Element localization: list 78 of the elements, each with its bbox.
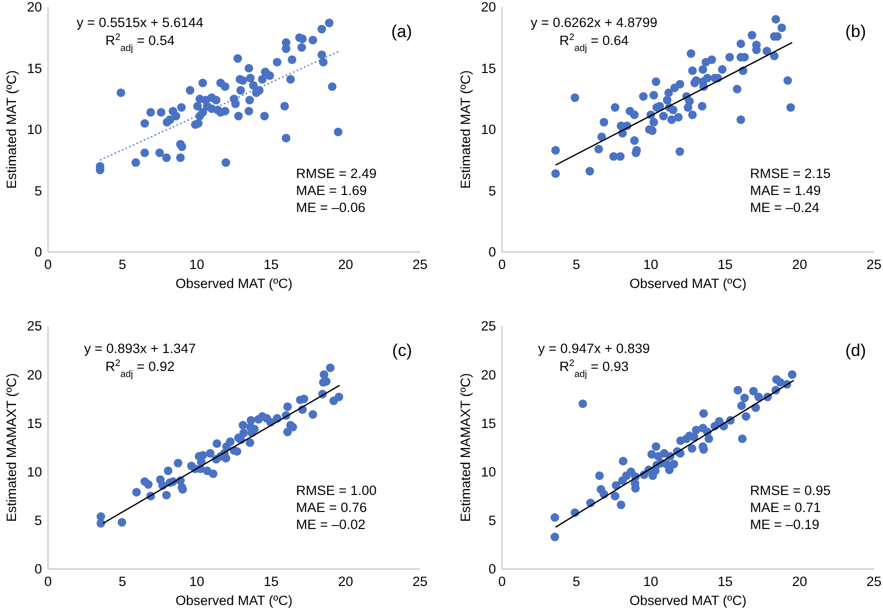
y-tick-label: 25: [480, 318, 496, 334]
annotation: R$^{2}$$_{adj}$ = 0.93: [559, 358, 629, 380]
annotation: ME = –0.06: [296, 200, 366, 215]
x-tick-label: 15: [718, 257, 733, 272]
x-tick-label: 20: [338, 257, 354, 272]
annotation: R$^{2}$$_{adj}$ = 0.54: [105, 32, 176, 54]
annotation: ME = –0.19: [750, 517, 820, 532]
y-axis-title: Estimated MAMAXT (ºC): [4, 373, 19, 522]
x-tick-label: 25: [866, 574, 882, 589]
x-tick-label: 20: [792, 257, 808, 272]
x-tick-label: 15: [718, 574, 733, 589]
annotation: R$^{2}$$_{adj}$ = 0.92: [105, 358, 175, 380]
annotation: MAE = 1.69: [296, 183, 367, 198]
annotation: (a): [391, 22, 412, 41]
x-tick-label: 25: [412, 574, 428, 589]
x-tick-label: 20: [338, 574, 354, 589]
x-axis-title: Observed MAT (ºC): [630, 593, 746, 608]
annotation: MAE = 0.76: [296, 500, 367, 515]
x-tick-label: 25: [412, 257, 428, 272]
x-axis-title: Observed MAT (ºC): [630, 276, 746, 291]
annotation: y = 0.5515x + 5.6144: [76, 15, 204, 30]
x-tick-label: 0: [498, 574, 506, 589]
y-tick-label: 10: [480, 122, 496, 138]
annotation: (b): [845, 22, 866, 41]
y-tick-label: 0: [488, 562, 496, 577]
y-tick-label: 0: [488, 244, 496, 260]
x-tick-label: 10: [643, 574, 658, 589]
y-tick-label: 20: [480, 0, 496, 15]
y-tick-label: 10: [26, 464, 42, 480]
x-tick-label: 5: [118, 574, 126, 589]
y-tick-label: 10: [26, 122, 42, 138]
x-tick-label: 10: [643, 257, 658, 272]
y-tick-label: 15: [26, 60, 42, 76]
y-tick-label: 5: [488, 513, 496, 528]
x-tick-label: 5: [118, 257, 126, 272]
y-tick-label: 20: [26, 367, 42, 382]
annotation: MAE = 1.49: [750, 183, 821, 198]
annotation: RMSE = 1.00: [296, 483, 377, 498]
annotation: R$^{2}$$_{adj}$ = 0.64: [559, 32, 630, 54]
annotation: (c): [392, 341, 412, 360]
y-tick-label: 5: [488, 183, 496, 198]
x-tick-label: 10: [189, 257, 204, 272]
y-axis-title: Estimated MAT (ºC): [4, 70, 19, 189]
y-tick-label: 0: [34, 562, 42, 577]
annotation: y = 0.947x + 0.839: [538, 341, 650, 356]
annotation: RMSE = 2.49: [296, 166, 377, 181]
x-axis-title: Observed MAT (ºC): [176, 276, 292, 291]
x-tick-label: 20: [792, 574, 808, 589]
annotation: y = 0.893x + 1.347: [84, 341, 196, 356]
x-tick-label: 5: [572, 574, 580, 589]
annotation: (d): [845, 341, 866, 360]
annotation: RMSE = 2.15: [750, 166, 831, 181]
x-tick-label: 15: [264, 257, 279, 272]
x-tick-label: 10: [189, 574, 204, 589]
y-axis-title: Estimated MAT (ºC): [458, 70, 473, 189]
x-axis-title: Observed MAT (ºC): [176, 593, 292, 608]
x-tick-label: 15: [264, 574, 279, 589]
annotation: y = 0.6262x + 4.8799: [530, 15, 658, 30]
annotation: MAE = 0.71: [750, 500, 821, 515]
x-tick-label: 0: [44, 574, 52, 589]
x-tick-label: 5: [572, 257, 580, 272]
y-tick-label: 0: [34, 244, 42, 260]
annotation: ME = –0.24: [750, 200, 820, 215]
annotation: ME = –0.02: [296, 517, 366, 532]
y-tick-label: 20: [26, 0, 42, 15]
x-tick-label: 0: [44, 257, 52, 272]
x-tick-label: 0: [498, 257, 506, 272]
y-tick-label: 15: [480, 416, 496, 431]
y-tick-label: 5: [34, 183, 42, 198]
y-tick-label: 5: [34, 513, 42, 528]
y-tick-label: 25: [26, 318, 42, 334]
annotation: RMSE = 0.95: [750, 483, 831, 498]
x-tick-label: 25: [866, 257, 882, 272]
y-tick-label: 15: [26, 416, 42, 431]
y-axis-title: Estimated MAMAXT (ºC): [458, 373, 473, 522]
y-tick-label: 20: [480, 367, 496, 382]
y-tick-label: 15: [480, 60, 496, 76]
y-tick-label: 10: [480, 464, 496, 480]
